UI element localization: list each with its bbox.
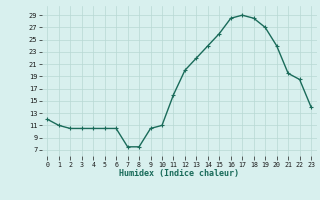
X-axis label: Humidex (Indice chaleur): Humidex (Indice chaleur)	[119, 169, 239, 178]
